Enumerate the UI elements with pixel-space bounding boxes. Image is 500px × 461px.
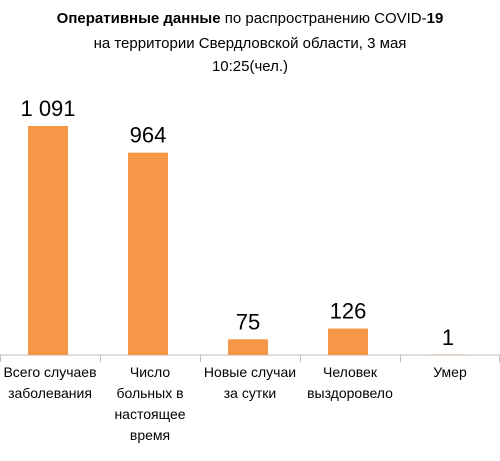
bar	[128, 152, 168, 355]
chart-title: Оперативные данные по распространению CO…	[0, 10, 500, 27]
chart-title: на территории Свердловской области, 3 ма…	[0, 35, 500, 52]
x-tick-label: Число больных в настоящее время	[114, 364, 186, 443]
title-part: 19	[426, 10, 444, 27]
chart-title: 10:25(чел.)	[0, 58, 500, 75]
x-tick-label: Человек выздоровело	[307, 364, 393, 401]
title-part: 10:25(чел.)	[211, 58, 289, 75]
x-tick-label: Умер	[433, 364, 467, 380]
bar	[328, 328, 368, 355]
title-part: Оперативные данные	[56, 10, 221, 27]
x-tick-label: Новые случаи за сутки	[203, 364, 297, 401]
value-label: 1 091	[20, 96, 75, 121]
value-label: 1	[442, 325, 454, 350]
bar	[228, 339, 268, 355]
title-part: по распространению COVID-	[220, 10, 427, 27]
value-label: 126	[330, 299, 367, 324]
value-label: 964	[130, 123, 167, 148]
x-tick-label: Всего случаев заболевания	[3, 364, 97, 401]
value-label: 75	[236, 309, 260, 334]
bar	[28, 126, 68, 355]
title-part: на территории Свердловской области, 3 ма…	[93, 35, 407, 52]
